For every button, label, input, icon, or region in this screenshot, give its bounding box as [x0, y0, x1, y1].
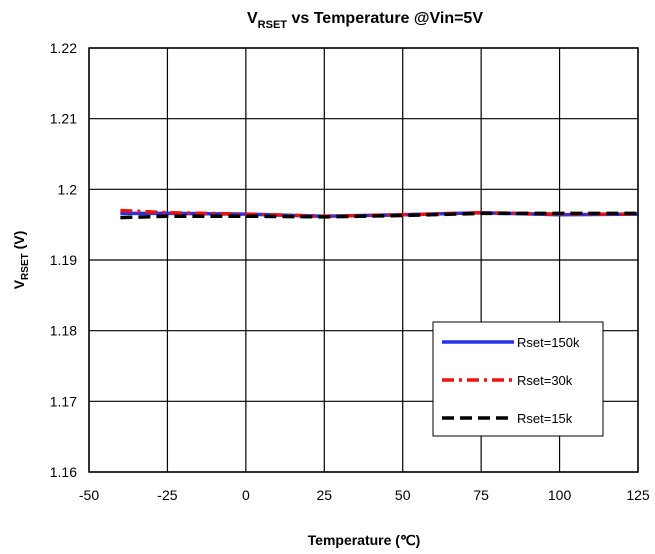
y-tick-label: 1.18	[50, 323, 77, 339]
x-tick-label: 75	[473, 487, 489, 503]
y-axis-label: VRSET (V)	[11, 231, 31, 290]
legend-label: Rset=150k	[517, 335, 580, 350]
series-lines	[120, 208, 639, 220]
x-tick-label: 100	[548, 487, 572, 503]
x-axis-label: Temperature (℃)	[308, 532, 421, 548]
y-tick-label: 1.17	[50, 393, 77, 409]
y-tick-label: 1.19	[50, 252, 77, 268]
y-tick-label: 1.22	[50, 40, 77, 56]
x-tick-labels: -50 -25 0 25 50 75 100 125	[79, 487, 650, 503]
legend-label: Rset=30k	[517, 373, 573, 388]
y-tick-label: 1.16	[50, 464, 77, 480]
y-tick-label: 1.21	[50, 111, 77, 127]
legend: Rset=150k Rset=30k Rset=15k	[432, 321, 604, 437]
legend-label: Rset=15k	[517, 411, 573, 426]
x-tick-label: 25	[316, 487, 332, 503]
plot-frame	[88, 47, 639, 473]
x-tick-label: 50	[395, 487, 411, 503]
x-tick-label: 125	[626, 487, 650, 503]
x-tick-label: -25	[157, 487, 177, 503]
y-tick-labels: 1.16 1.17 1.18 1.19 1.2 1.21 1.22	[50, 40, 77, 480]
y-tick-label: 1.2	[58, 181, 78, 197]
x-tick-label: 0	[242, 487, 250, 503]
series-line-3	[120, 211, 638, 220]
grid	[88, 47, 639, 473]
x-tick-label: -50	[79, 487, 99, 503]
chart-title: VRSET vs Temperature @Vin=5V	[247, 10, 483, 31]
